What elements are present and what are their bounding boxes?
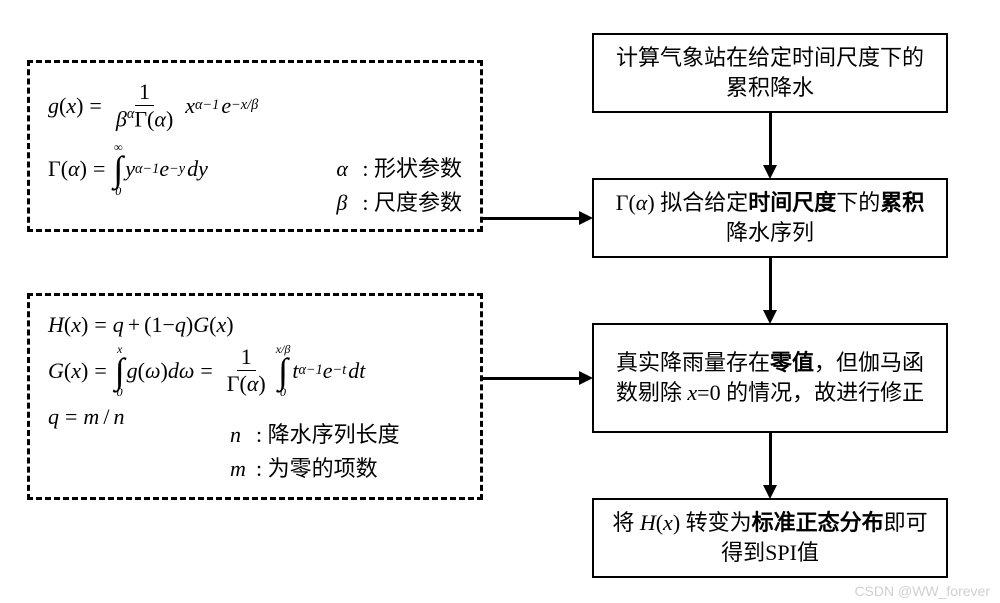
param-beta-label: 尺度参数 xyxy=(374,190,462,215)
watermark-text: CSDN @WW_forever xyxy=(854,583,990,599)
flow-step-1-text: 计算气象站在给定时间尺度下的累积降水 xyxy=(608,43,932,102)
flow-step-3: 真实降雨量存在零值，但伽马函数剔除 x=0 的情况，故进行修正 xyxy=(592,323,948,433)
diagram-canvas: g(x) = 1 βαΓ(α) xα−1 e−x/β Γ(α) = ∞∫0 yα… xyxy=(0,0,1000,603)
flow-step-2-text: Γ(α) Γ(α) 拟合给定拟合给定时间尺度下的累积降水序列 xyxy=(608,188,932,247)
param-table-top: α: 形状参数 β: 尺度参数 xyxy=(336,149,462,219)
eq-Gx: G(x) = x∫0 g(ω)dω = 1 Γ(α) x/β∫0 tα−1 e−… xyxy=(48,344,462,398)
flow-step-4: 将 H(x) 转变为标准正态分布即可得到SPI值 xyxy=(592,498,948,578)
flow-step-2: Γ(α) Γ(α) 拟合给定拟合给定时间尺度下的累积降水序列 xyxy=(592,178,948,258)
param-n-label: 降水序列长度 xyxy=(268,422,400,447)
flow-step-3-text: 真实降雨量存在零值，但伽马函数剔除 x=0 的情况，故进行修正 xyxy=(608,348,932,407)
param-alpha-label: 形状参数 xyxy=(374,156,462,181)
flow-step-4-text: 将 H(x) 转变为标准正态分布即可得到SPI值 xyxy=(608,508,932,567)
flow-step-1: 计算气象站在给定时间尺度下的累积降水 xyxy=(592,33,948,113)
formula-box-bottom: H(x) = q+ (1−q) G(x) G(x) = x∫0 g(ω)dω =… xyxy=(27,293,483,500)
param-table-bottom: n: 降水序列长度 m: 为零的项数 xyxy=(230,415,400,485)
formula-box-top: g(x) = 1 βαΓ(α) xα−1 e−x/β Γ(α) = ∞∫0 yα… xyxy=(27,60,483,232)
param-m-label: 为零的项数 xyxy=(268,456,378,481)
eq-Hx: H(x) = q+ (1−q) G(x) xyxy=(48,312,462,338)
eq-gx: g(x) = 1 βαΓ(α) xα−1 e−x/β xyxy=(48,79,462,132)
